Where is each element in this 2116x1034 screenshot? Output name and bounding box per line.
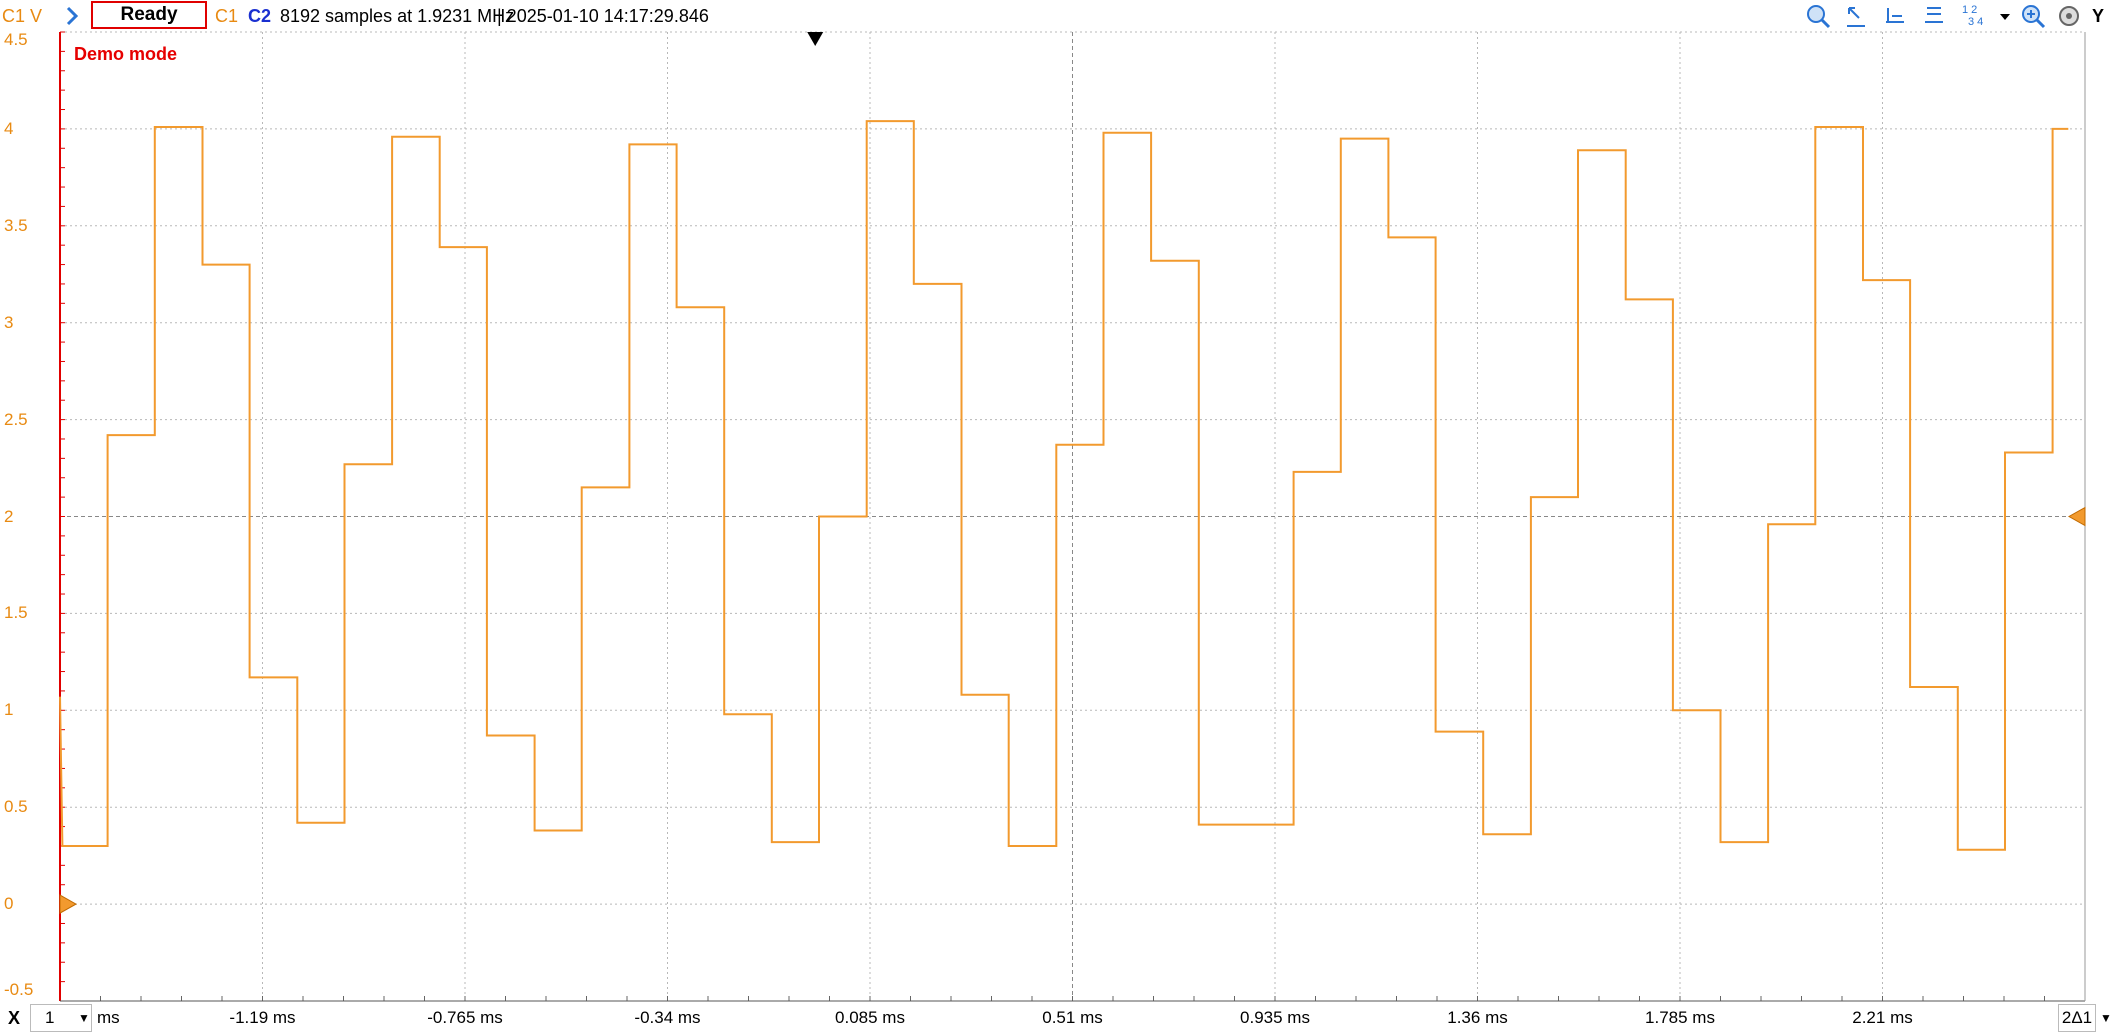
channel-grid-label-top: 1 2	[1962, 4, 1978, 16]
x-tick-label: 1.36 ms	[1447, 1008, 1508, 1027]
acquisition-timestamp: | 2025-01-10 14:17:29.846	[497, 6, 709, 26]
x-tick-label: -0.34 ms	[634, 1008, 701, 1027]
y-tick-label: 3.5	[4, 215, 28, 235]
x-tick-label: -1.19 ms	[229, 1008, 296, 1027]
zoom-in-icon[interactable]	[2020, 0, 2046, 32]
cursor-vertical-icon[interactable]	[1921, 0, 1947, 32]
x-tick-label: -0.765 ms	[427, 1008, 503, 1027]
cursor-button[interactable]: 2Δ1	[2058, 1004, 2096, 1032]
plot-grid	[59, 31, 2086, 1002]
y-tick-label: 0.5	[4, 797, 28, 817]
time-scale-unit: ms	[97, 1008, 120, 1027]
y-tick-label: 4.5	[4, 30, 28, 49]
cursor-horizontal-icon[interactable]	[1882, 0, 1908, 32]
run-status-button[interactable]: Ready	[91, 1, 207, 29]
y-tick-label: 2	[4, 506, 14, 526]
trigger-level-marker	[2067, 506, 2086, 527]
time-scale-input[interactable]: 1	[30, 1004, 92, 1032]
x-tick-label: 0.51 ms	[1042, 1008, 1103, 1027]
x-tick-label: 0.085 ms	[835, 1008, 905, 1027]
bottom-bar	[0, 1003, 2116, 1034]
y-axis-button[interactable]: Y	[2092, 6, 2105, 26]
channel-2-toggle[interactable]: C2	[248, 6, 272, 26]
cursor-dropdown-icon[interactable]: ▼	[2100, 1011, 2112, 1025]
y-tick-label: 0	[4, 894, 14, 914]
y-tick-label: 4	[4, 118, 14, 138]
chevron-right-icon[interactable]	[62, 0, 82, 32]
x-axis-button[interactable]: X	[7, 1007, 20, 1028]
channel-axis-label: C1 V	[2, 6, 43, 26]
x-tick-label: 1.785 ms	[1645, 1008, 1715, 1027]
settings-icon[interactable]	[2056, 0, 2082, 32]
y-tick-label: 2.5	[4, 409, 28, 429]
time-scale-dropdown-icon[interactable]: ▼	[78, 1011, 90, 1025]
y-tick-label: 1	[4, 700, 14, 720]
y-tick-label: 1.5	[4, 603, 28, 623]
y-tick-label: -0.5	[4, 980, 34, 999]
chevron-down-icon[interactable]	[1996, 0, 2014, 32]
x-tick-label: 2.21 ms	[1852, 1008, 1913, 1027]
channel-1-toggle[interactable]: C1	[215, 6, 239, 26]
channel-grid-label-bottom: 3 4	[1968, 16, 1984, 28]
plot-markers	[59, 32, 2086, 914]
toolbar: C1 V Ready C1 C2 8192 samples at 1.9231 …	[0, 0, 2116, 32]
demo-mode-label: Demo mode	[74, 44, 178, 64]
ground-level-marker	[59, 894, 78, 914]
acquisition-info: 8192 samples at 1.9231 MHz	[280, 6, 515, 26]
trace-series-c1	[59, 120, 2069, 851]
zoom-icon[interactable]	[1805, 0, 1831, 32]
channel-grid-icon[interactable]: 1 2 3 4	[1960, 0, 1990, 32]
y-tick-label: 3	[4, 312, 14, 332]
y-axis-labels: 4.5 4 3.5 3 2.5 2 1.5 1 0.5 0 -0.5	[0, 0, 60, 1034]
x-tick-label: 0.935 ms	[1240, 1008, 1310, 1027]
channel-1-trace	[59, 120, 2069, 851]
trigger-position-marker	[807, 32, 824, 46]
autoscale-icon[interactable]	[1843, 0, 1869, 32]
